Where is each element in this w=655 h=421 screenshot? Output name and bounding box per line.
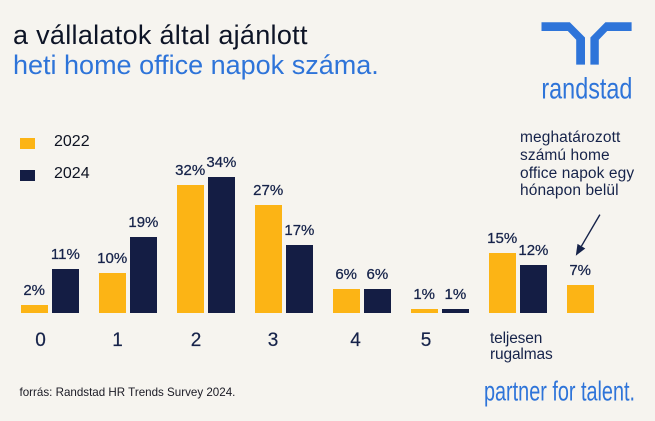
svg-text:randstad: randstad bbox=[541, 72, 632, 105]
svg-text:partner for talent.: partner for talent. bbox=[484, 376, 635, 407]
